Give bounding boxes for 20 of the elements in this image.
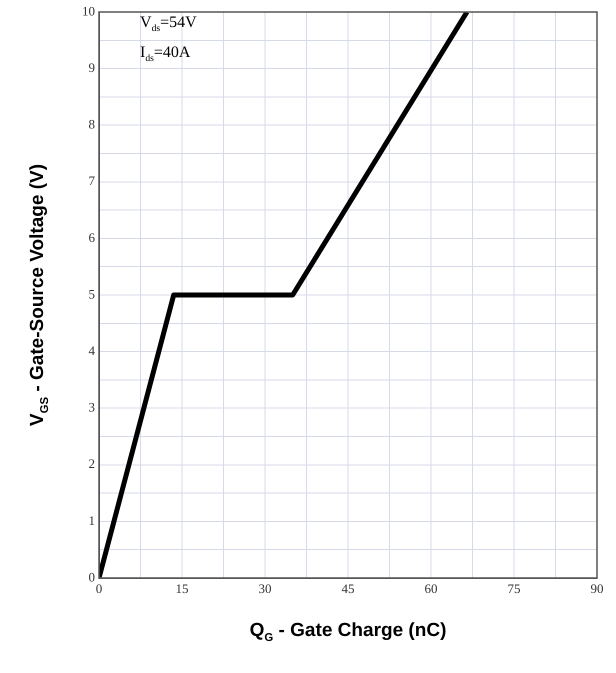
x-tick-label: 75 xyxy=(508,581,520,596)
y-tick-label: 5 xyxy=(88,286,95,302)
y-tick-label: 2 xyxy=(88,456,95,472)
x-axis-title: Q$_{G}$ - Gate Charge (nC) xyxy=(248,620,448,644)
y-tick-label: 4 xyxy=(88,343,96,358)
annotation: I$_{ds}$=40A xyxy=(140,44,190,64)
y-tick-label: 0 xyxy=(88,569,95,584)
y-tick-label: 7 xyxy=(88,173,96,188)
y-tick-label: 10 xyxy=(82,3,95,18)
x-tick-label: 45 xyxy=(342,581,354,596)
y-tick-label: 8 xyxy=(88,116,95,132)
x-tick-label: 15 xyxy=(176,581,188,596)
y-tick-label: 1 xyxy=(88,512,95,528)
y-tick-label: 9 xyxy=(88,60,95,76)
x-tick-label: 60 xyxy=(424,581,438,596)
x-tick-label: 90 xyxy=(590,581,604,596)
annotation: V$_{ds}$=54V xyxy=(140,14,197,34)
y-tick-label: 3 xyxy=(88,400,95,415)
y-tick-label: 6 xyxy=(88,230,96,245)
x-tick-label: 30 xyxy=(258,581,272,596)
